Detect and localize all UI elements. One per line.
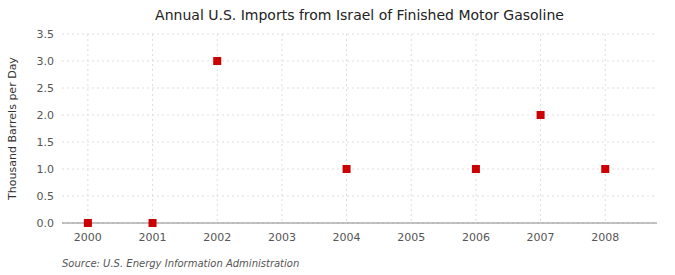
grid-line: [411, 34, 412, 223]
point: [537, 111, 545, 119]
point: [601, 165, 609, 173]
grid-line: [62, 196, 657, 197]
grid-line: [346, 34, 347, 223]
point: [343, 165, 351, 173]
annotation: Source: U.S. Energy Information Administ…: [62, 258, 299, 269]
tick-label: 2002: [203, 231, 231, 244]
tick-label: 2004: [333, 231, 361, 244]
grid-line: [605, 34, 606, 223]
point: [149, 219, 157, 227]
grid-line: [62, 115, 657, 116]
grid-line: [281, 34, 282, 223]
tick-label: 2003: [268, 231, 296, 244]
grid-line: [540, 34, 541, 223]
tick-label: 3.5: [37, 28, 55, 41]
tick-label: 2007: [527, 231, 555, 244]
grid-line: [152, 34, 153, 223]
grid-line: [62, 142, 657, 143]
background: [0, 0, 675, 275]
tick-label: 2000: [74, 231, 102, 244]
tick-label: 0.0: [37, 217, 55, 230]
tick-label: 1.5: [37, 136, 55, 149]
grid-line: [62, 34, 657, 35]
tick-label: 1.0: [37, 163, 55, 176]
grid: [62, 34, 657, 223]
tick-label: 3.0: [37, 55, 55, 68]
tick-label: 2008: [591, 231, 619, 244]
point: [84, 219, 92, 227]
grid-line: [62, 61, 657, 62]
tick-label: 2.0: [37, 109, 55, 122]
point: [472, 165, 480, 173]
tick-label: 0.5: [37, 190, 55, 203]
grid-line: [475, 34, 476, 223]
tick-label: 2006: [462, 231, 490, 244]
tick-label: 2005: [397, 231, 425, 244]
title: Annual U.S. Imports from Israel of Finis…: [155, 7, 564, 23]
points: [84, 57, 609, 227]
tick-label: 2001: [139, 231, 167, 244]
point: [213, 57, 221, 65]
y-axis-label: Thousand Barrels per Day: [6, 57, 19, 201]
grid-line: [87, 34, 88, 223]
tick-label: 2.5: [37, 82, 55, 95]
grid-line: [62, 169, 657, 170]
grid-line: [62, 88, 657, 89]
